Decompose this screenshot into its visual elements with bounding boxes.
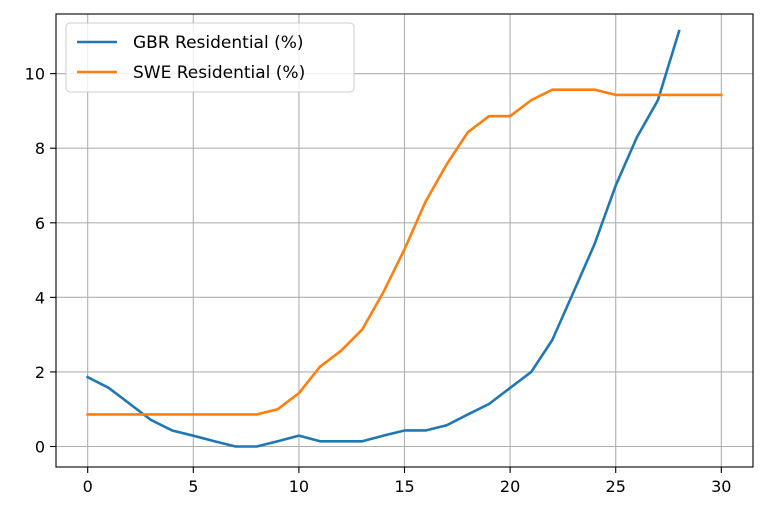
series-line-swe-residential: [86, 88, 723, 416]
y-tick-label: 10: [25, 65, 45, 84]
legend-label: GBR Residential (%): [133, 33, 304, 53]
y-tick-label: 4: [35, 288, 45, 307]
y-tick-label: 2: [35, 363, 45, 382]
legend-box: [65, 22, 355, 93]
y-tick-label: 6: [35, 214, 45, 233]
x-tick-label: 5: [188, 477, 198, 496]
axis-ticks: 0 5 10 15 20 25 30 0 2 4 6 8 10: [25, 65, 732, 496]
series-layer: [85, 29, 723, 448]
x-tick-label: 0: [83, 477, 93, 496]
x-tick-label: 25: [606, 477, 626, 496]
y-tick-label: 8: [35, 139, 45, 158]
legend-label: SWE Residential (%): [133, 63, 305, 83]
series-line-gbr-residential: [85, 29, 681, 448]
x-tick-label: 10: [289, 477, 309, 496]
x-tick-label: 20: [500, 477, 520, 496]
x-tick-label: 15: [394, 477, 414, 496]
y-tick-label: 0: [35, 437, 45, 456]
x-tick-label: 30: [711, 477, 731, 496]
legend: GBR Residential (%) SWE Residential (%): [65, 22, 355, 93]
